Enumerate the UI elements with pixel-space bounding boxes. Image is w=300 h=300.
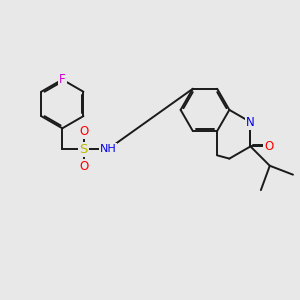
Text: O: O xyxy=(79,160,88,173)
Text: NH: NH xyxy=(100,144,116,154)
Text: O: O xyxy=(264,140,274,153)
Text: F: F xyxy=(59,73,66,86)
Text: O: O xyxy=(79,125,88,138)
Text: S: S xyxy=(80,142,88,156)
Text: N: N xyxy=(246,116,255,129)
